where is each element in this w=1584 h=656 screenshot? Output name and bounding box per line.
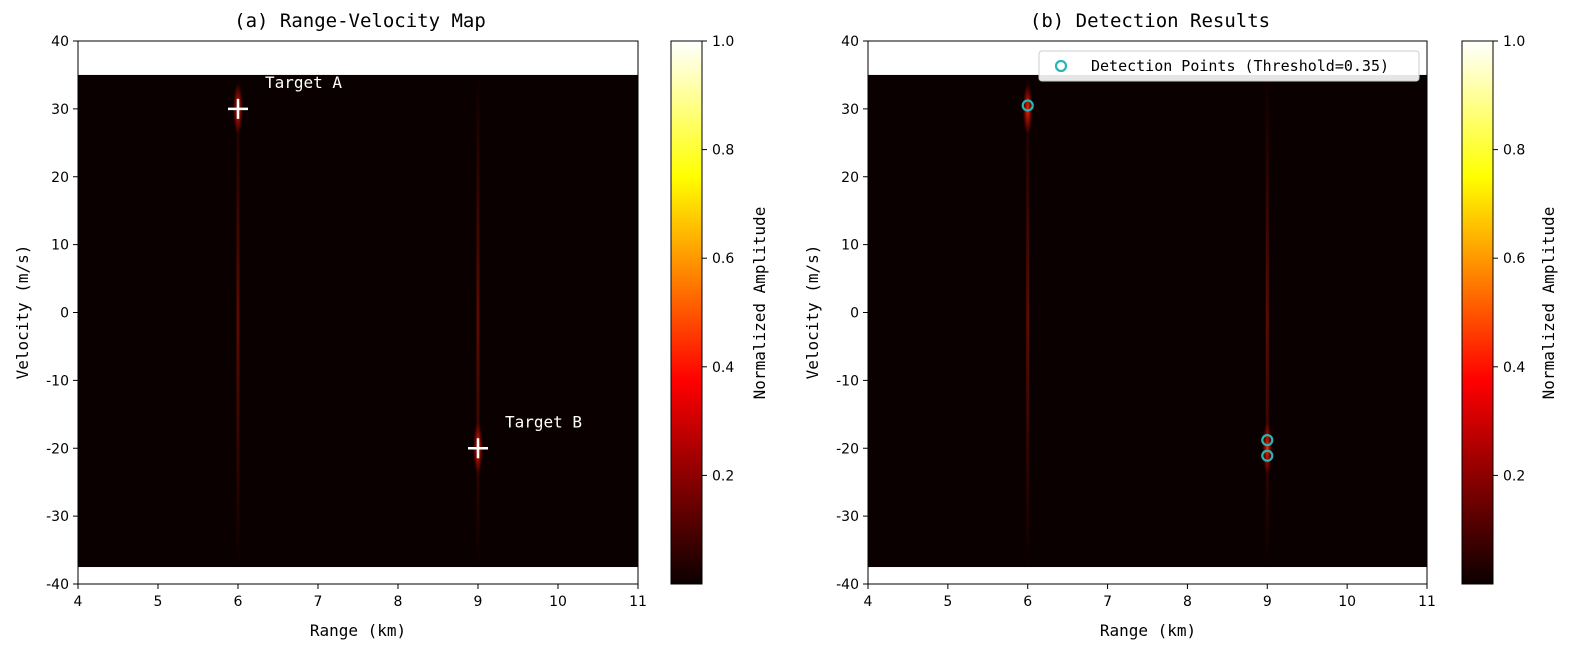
x-tick-label: 5 [943, 594, 952, 610]
x-tick-label: 10 [549, 594, 567, 610]
legend: Detection Points (Threshold=0.35) [1038, 50, 1420, 82]
y-tick-label: -30 [46, 509, 69, 525]
y-tick-label: 30 [841, 102, 859, 118]
panel-a-title: (a) Range-Velocity Map [234, 10, 486, 32]
panel-b-xlabel: Range (km) [1100, 621, 1196, 640]
target-label: Target A [265, 73, 342, 92]
x-tick-label: 8 [394, 594, 403, 610]
y-tick-label: -30 [836, 509, 859, 525]
colorbar-tick-label: 0.6 [1503, 251, 1525, 267]
heatmap-image [78, 74, 638, 568]
panel-a-plot-area: 4 5 6 7 8 9 10 11 40 30 20 10 0 -10 -20 -30 -40 Target A T… [46, 34, 647, 610]
y-tick-label: -40 [46, 577, 69, 593]
x-tick-label: 4 [864, 594, 873, 610]
x-tick-label: 11 [629, 594, 647, 610]
x-tick-label: 7 [1103, 594, 1112, 610]
x-tick-label: 5 [154, 594, 163, 610]
panel-b-ylabel: Velocity (m/s) [803, 245, 822, 380]
x-tick-label: 6 [1023, 594, 1032, 610]
detection-point [1261, 434, 1274, 447]
heatmap-streak [476, 74, 480, 568]
target-marker [228, 98, 248, 119]
y-tick-label: 10 [51, 238, 69, 254]
heatmap-streak [236, 74, 240, 568]
x-tick-label: 8 [1183, 594, 1192, 610]
y-tick-label: 20 [841, 170, 859, 186]
y-tick-label: -10 [836, 373, 859, 389]
heatmap-peak [1022, 82, 1033, 135]
x-tick-label: 10 [1338, 594, 1356, 610]
colorbar-tick-label: 0.2 [712, 468, 734, 484]
colorbar-gradient [1461, 40, 1494, 585]
panel-b-plot-area: 4 5 6 7 8 9 10 11 40 30 20 10 0 -10 -20 -30 -40 Detection… [836, 34, 1436, 610]
x-tick-label: 11 [1418, 594, 1436, 610]
panel-a-colorbar-label: Normalized Amplitude [750, 207, 769, 400]
x-tick-label: 6 [234, 594, 243, 610]
y-tick-label: 20 [51, 170, 69, 186]
y-tick-label: -20 [836, 441, 859, 457]
x-tick-label: 4 [74, 594, 83, 610]
legend-box [1038, 50, 1420, 82]
panel-a-colorbar: 0.2 0.4 0.6 0.8 1.0 [670, 34, 734, 585]
panel-b: (b) Detection Results 4 5 6 7 8 9 10 11 40 30 20 10… [803, 10, 1558, 640]
y-tick-label: -10 [46, 373, 69, 389]
x-tick-label: 7 [314, 594, 323, 610]
panel-a-ylabel: Velocity (m/s) [13, 245, 32, 380]
detection-point [1261, 449, 1274, 462]
y-tick-label: 40 [841, 34, 859, 50]
colorbar-tick-label: 1.0 [1503, 34, 1525, 50]
x-tick-label: 9 [1263, 594, 1272, 610]
y-tick-label: 30 [51, 102, 69, 118]
detection-point [1021, 99, 1034, 112]
target-marker [468, 438, 488, 459]
panel-b-title: (b) Detection Results [1030, 10, 1270, 32]
y-tick-label: 10 [841, 238, 859, 254]
panel-a: (a) Range-Velocity Map 4 5 6 7 8 9 10 11 40 30 20 1… [13, 10, 769, 640]
heatmap-streak [1265, 74, 1269, 568]
heatmap-peak [1262, 422, 1273, 475]
target-label: Target B [505, 412, 582, 431]
legend-marker [1054, 59, 1068, 73]
heatmap-streak [1026, 74, 1030, 568]
panel-b-colorbar-label: Normalized Amplitude [1539, 207, 1558, 400]
y-tick-label: -40 [836, 577, 859, 593]
colorbar-tick-label: 0.2 [1503, 468, 1525, 484]
y-tick-label: 0 [850, 306, 859, 322]
y-tick-label: -20 [46, 441, 69, 457]
y-tick-label: 40 [51, 34, 69, 50]
colorbar-tick-label: 0.6 [712, 251, 734, 267]
y-tick-label: 0 [60, 306, 69, 322]
colorbar-gradient [670, 40, 703, 585]
heatmap-image [868, 74, 1427, 568]
panel-b-colorbar: 0.2 0.4 0.6 0.8 1.0 [1461, 34, 1525, 585]
colorbar-tick-label: 0.4 [712, 360, 734, 376]
legend-label: Detection Points (Threshold=0.35) [1091, 57, 1389, 75]
colorbar-tick-label: 1.0 [712, 34, 734, 50]
colorbar-tick-label: 0.4 [1503, 360, 1525, 376]
panel-a-xlabel: Range (km) [310, 621, 406, 640]
x-tick-label: 9 [474, 594, 483, 610]
colorbar-tick-label: 0.8 [712, 143, 734, 159]
colorbar-tick-label: 0.8 [1503, 143, 1525, 159]
